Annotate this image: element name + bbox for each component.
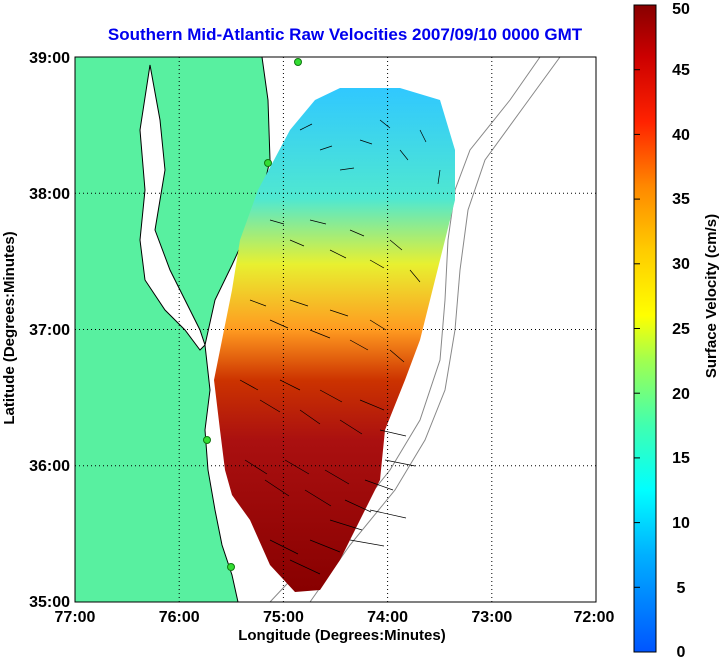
y-tick-label: 37:00 <box>29 322 70 339</box>
station-marker <box>264 159 272 167</box>
chart-title: Southern Mid-Atlantic Raw Velocities 200… <box>108 25 583 44</box>
x-tick-label: 75:00 <box>263 609 304 626</box>
y-axis-label: Latitude (Degrees:Minutes) <box>1 231 18 424</box>
x-tick-label: 76:00 <box>159 609 200 626</box>
x-tick-label: 77:00 <box>55 609 96 626</box>
colorbar-tick: 0 <box>677 644 686 659</box>
colorbar-tick: 50 <box>672 1 690 18</box>
colorbar-tick: 20 <box>672 386 690 403</box>
station-marker <box>294 58 302 66</box>
colorbar-tick: 10 <box>672 515 690 532</box>
plot-area <box>75 57 596 602</box>
x-tick-label: 74:00 <box>367 609 408 626</box>
gridlines <box>75 57 596 602</box>
colorbar-tick: 25 <box>672 321 690 338</box>
x-axis-label: Longitude (Degrees:Minutes) <box>238 627 446 644</box>
colorbar-tick: 15 <box>672 450 690 467</box>
y-tick-label: 36:00 <box>29 458 70 475</box>
x-tick-label: 73:00 <box>471 609 512 626</box>
colorbar-tick: 45 <box>672 62 690 79</box>
colorbar-tick: 30 <box>672 256 690 273</box>
colorbar-label: Surface Velocity (cm/s) <box>703 214 720 378</box>
station-marker <box>203 436 211 444</box>
y-axis: 35:00 36:00 37:00 38:00 39:00 Latitude (… <box>1 50 70 611</box>
plot-frame <box>74 56 597 603</box>
colorbar: 0 5 10 15 20 25 30 35 40 45 50 Surface V… <box>633 1 720 659</box>
chesapeake-bay <box>139 64 206 351</box>
stations <box>203 58 302 571</box>
station-marker <box>227 563 235 571</box>
x-tick-label: 72:00 <box>574 609 615 626</box>
velocity-field <box>214 88 455 592</box>
colorbar-tick: 5 <box>677 580 686 597</box>
colorbar-tick: 40 <box>672 127 690 144</box>
velocity-arrows <box>239 119 441 575</box>
y-tick-label: 35:00 <box>29 594 70 611</box>
y-tick-label: 38:00 <box>29 186 70 203</box>
x-axis: 77:00 76:00 75:00 74:00 73:00 72:00 Long… <box>55 609 615 644</box>
colorbar-tick: 35 <box>672 191 690 208</box>
y-tick-label: 39:00 <box>29 50 70 67</box>
